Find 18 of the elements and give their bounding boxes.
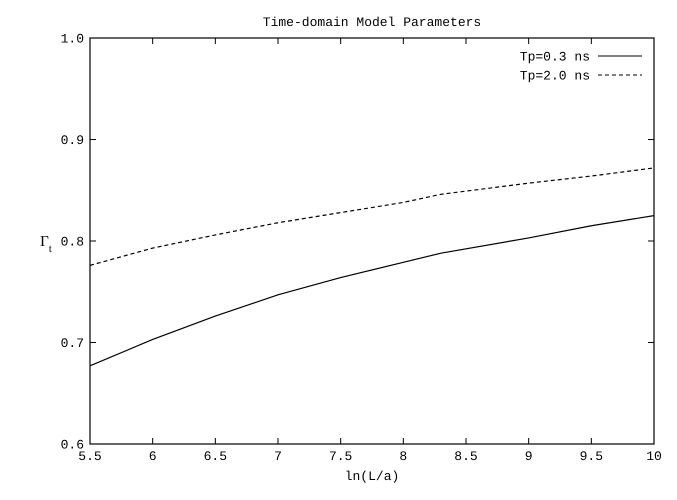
x-tick-label: 8 bbox=[399, 449, 408, 464]
legend-label: Tp=2.0 ns bbox=[520, 68, 590, 84]
y-tick-label: 0.9 bbox=[60, 133, 84, 148]
x-axis-title: ln(L/a) bbox=[344, 469, 400, 484]
x-tick-label: 9.5 bbox=[580, 449, 604, 464]
y-tick-label: 0.7 bbox=[60, 336, 84, 352]
x-tick-label: 9 bbox=[524, 449, 533, 464]
x-tick-label: 6 bbox=[148, 449, 157, 464]
y-tick-label: 1.0 bbox=[60, 32, 84, 47]
x-tick-label: 8.5 bbox=[454, 449, 478, 464]
x-tick-label: 6.5 bbox=[204, 449, 228, 464]
legend-label: Tp=0.3 ns bbox=[520, 50, 590, 65]
chart-title: Time-domain Model Parameters bbox=[262, 15, 482, 30]
x-tick-label: 10 bbox=[646, 449, 662, 464]
x-tick-label: 7 bbox=[274, 449, 282, 464]
y-axis-title: Γ$_{t}$ bbox=[40, 234, 53, 255]
y-tick-label: 0.8 bbox=[60, 234, 84, 250]
x-tick-label: 7.5 bbox=[328, 449, 352, 464]
